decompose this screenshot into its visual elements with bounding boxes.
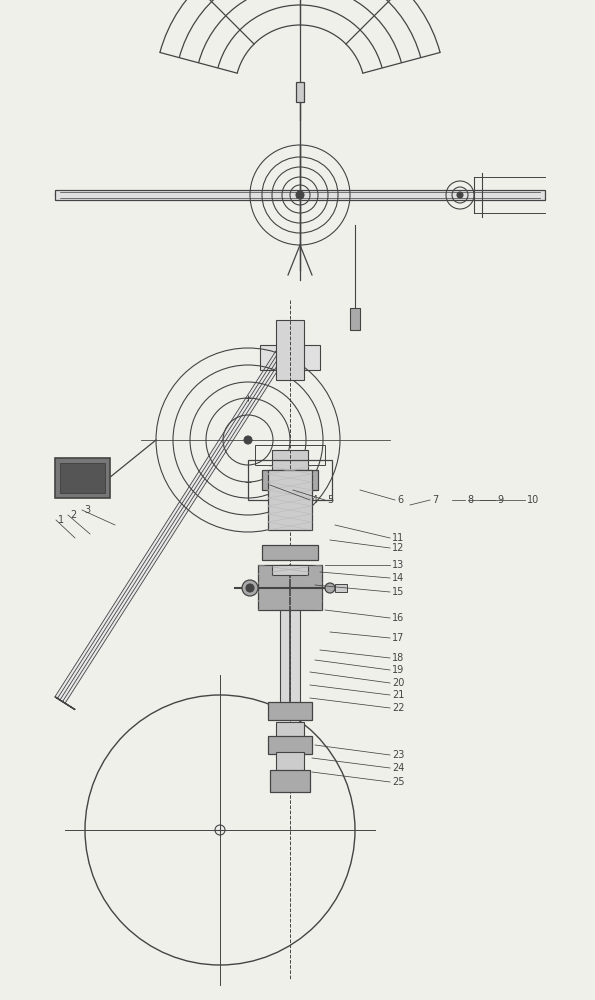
Text: 1: 1 [58,515,64,525]
Text: 13: 13 [392,560,404,570]
Bar [335,584,347,592]
Bar [350,308,360,330]
Bar [248,460,332,500]
Text: 14: 14 [392,573,404,583]
Bar [258,565,322,610]
Text: 21: 21 [392,690,405,700]
Text: 7: 7 [432,495,439,505]
Text: 9: 9 [497,495,503,505]
Bar [262,470,318,490]
Bar [276,752,304,772]
Bar [272,565,308,575]
Bar [268,736,312,754]
Text: 8: 8 [467,495,473,505]
Bar [276,722,304,738]
Circle shape [296,191,304,199]
Bar [270,770,310,792]
Text: 15: 15 [392,587,405,597]
Text: 4: 4 [312,495,318,505]
Text: 6: 6 [397,495,403,505]
Polygon shape [55,337,295,703]
Bar [262,545,318,560]
Bar [272,450,308,490]
Text: 23: 23 [392,750,405,760]
Circle shape [325,583,335,593]
Text: 19: 19 [392,665,404,675]
Text: 3: 3 [84,505,90,515]
Text: 16: 16 [392,613,404,623]
Circle shape [244,436,252,444]
Text: 24: 24 [392,763,405,773]
Bar [268,702,312,720]
Bar [55,458,110,498]
Text: 5: 5 [327,495,333,505]
Text: 2: 2 [70,510,76,520]
Text: 10: 10 [527,495,539,505]
Circle shape [242,580,258,596]
Bar [260,345,320,370]
Text: 12: 12 [392,543,405,553]
Text: 20: 20 [392,678,405,688]
Bar [296,82,304,102]
Bar [280,565,300,720]
Text: 17: 17 [392,633,405,643]
Polygon shape [55,191,70,199]
Circle shape [457,192,463,198]
Bar [255,445,325,465]
Text: 11: 11 [392,533,404,543]
Text: 22: 22 [392,703,405,713]
Text: 25: 25 [392,777,405,787]
Bar [60,463,105,493]
Bar [268,470,312,530]
Bar [55,190,545,200]
Polygon shape [55,697,75,710]
Circle shape [246,584,254,592]
Bar [276,320,304,380]
Text: 18: 18 [392,653,404,663]
